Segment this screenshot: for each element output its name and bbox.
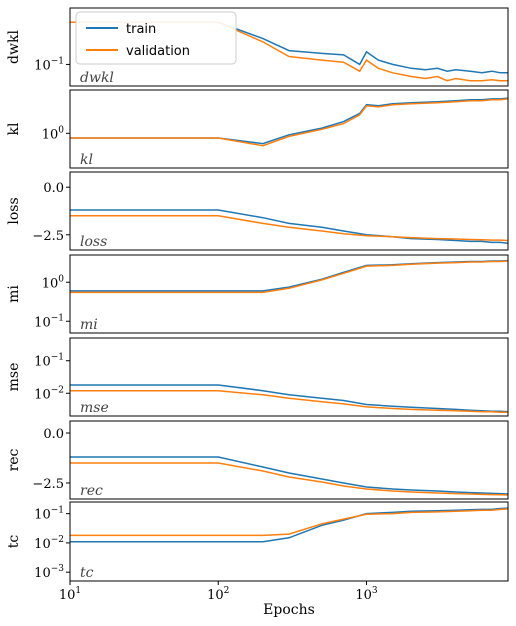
x-axis-label: Epochs [263,602,315,618]
panel-tag-mi: mi [80,317,98,333]
y-tick-label-loss: −2.5 [32,229,64,244]
series-line-kl-train [70,97,508,145]
y-axis-label-dwkl: dwkl [6,30,22,64]
legend-label-validation: validation [126,44,190,59]
y-tick-label-rec: −2.5 [32,477,64,492]
y-axis-label-loss: loss [6,197,22,224]
series-line-mse-train [70,384,508,413]
panel-frame-rec [69,420,509,500]
series-line-rec-train [70,456,508,495]
y-tick-label-tc: 10−1 [34,506,64,523]
panel-frame-tc [69,501,509,582]
y-tick-label-mse: 10−2 [34,385,64,402]
y-tick-label-dwkl: 10−1 [34,56,64,73]
panels-layer: 10−1 dwkl dwkl 100 kl kl 0.0 −2.5 loss loss 100 10−… [6,7,509,582]
x-tick-label: 103 [355,586,378,603]
panel-frame-kl [69,89,509,169]
panel-tc: 10−1 10−2 10−3 tc tc [6,501,509,582]
y-tick-label-mi: 100 [42,274,65,291]
y-axis-label-mse: mse [6,363,22,392]
series-line-tc-train [70,507,508,543]
panel-tag-dwkl: dwkl [80,70,114,86]
y-tick-label-tc: 10−2 [34,535,64,552]
x-axis: 101 102 103 [59,581,378,603]
x-tick-label: 102 [207,586,229,603]
panel-frame-loss [69,171,509,251]
panel-mse: 10−1 10−2 mse mse [6,337,509,417]
series-line-tc-validation [70,508,508,537]
y-axis-label-tc: tc [6,535,22,549]
series-line-mse-validation [70,389,508,414]
y-tick-label-mi: 10−1 [34,313,64,330]
legend-label-train: train [126,22,156,37]
y-tick-label-tc: 10−3 [34,564,64,581]
series-line-kl-validation [70,98,508,147]
series-line-mi-validation [70,260,508,294]
series-line-loss-validation [70,215,508,242]
panel-tag-loss: loss [80,234,107,250]
series-line-rec-validation [70,462,508,496]
panel-tag-tc: tc [80,565,94,581]
series-line-mi-train [70,259,508,292]
y-tick-label-mse: 10−1 [34,353,64,370]
panel-kl: 100 kl kl [6,89,509,169]
panel-frame-dwkl [69,7,509,87]
panel-tag-rec: rec [80,483,103,499]
y-tick-label-loss: 0.0 [43,181,64,196]
panel-frame-mse [69,337,509,417]
y-tick-label-rec: 0.0 [43,427,64,442]
panel-rec: 0.0 −2.5 rec rec [6,420,509,500]
legend: train validation [75,11,237,65]
panel-dwkl: 10−1 dwkl dwkl [6,7,509,87]
panel-tag-kl: kl [80,152,93,168]
panel-loss: 0.0 −2.5 loss loss [6,171,509,251]
panel-frame-mi [69,254,509,334]
panel-mi: 100 10−1 mi mi [6,254,509,334]
series-line-dwkl-validation [70,21,508,82]
y-axis-label-rec: rec [6,448,22,471]
series-line-dwkl-train [70,21,508,74]
y-axis-label-kl: kl [6,122,22,135]
y-axis-label-mi: mi [6,285,22,303]
panel-tag-mse: mse [80,400,109,416]
x-tick-label: 101 [59,586,81,603]
y-tick-label-kl: 100 [42,125,65,142]
